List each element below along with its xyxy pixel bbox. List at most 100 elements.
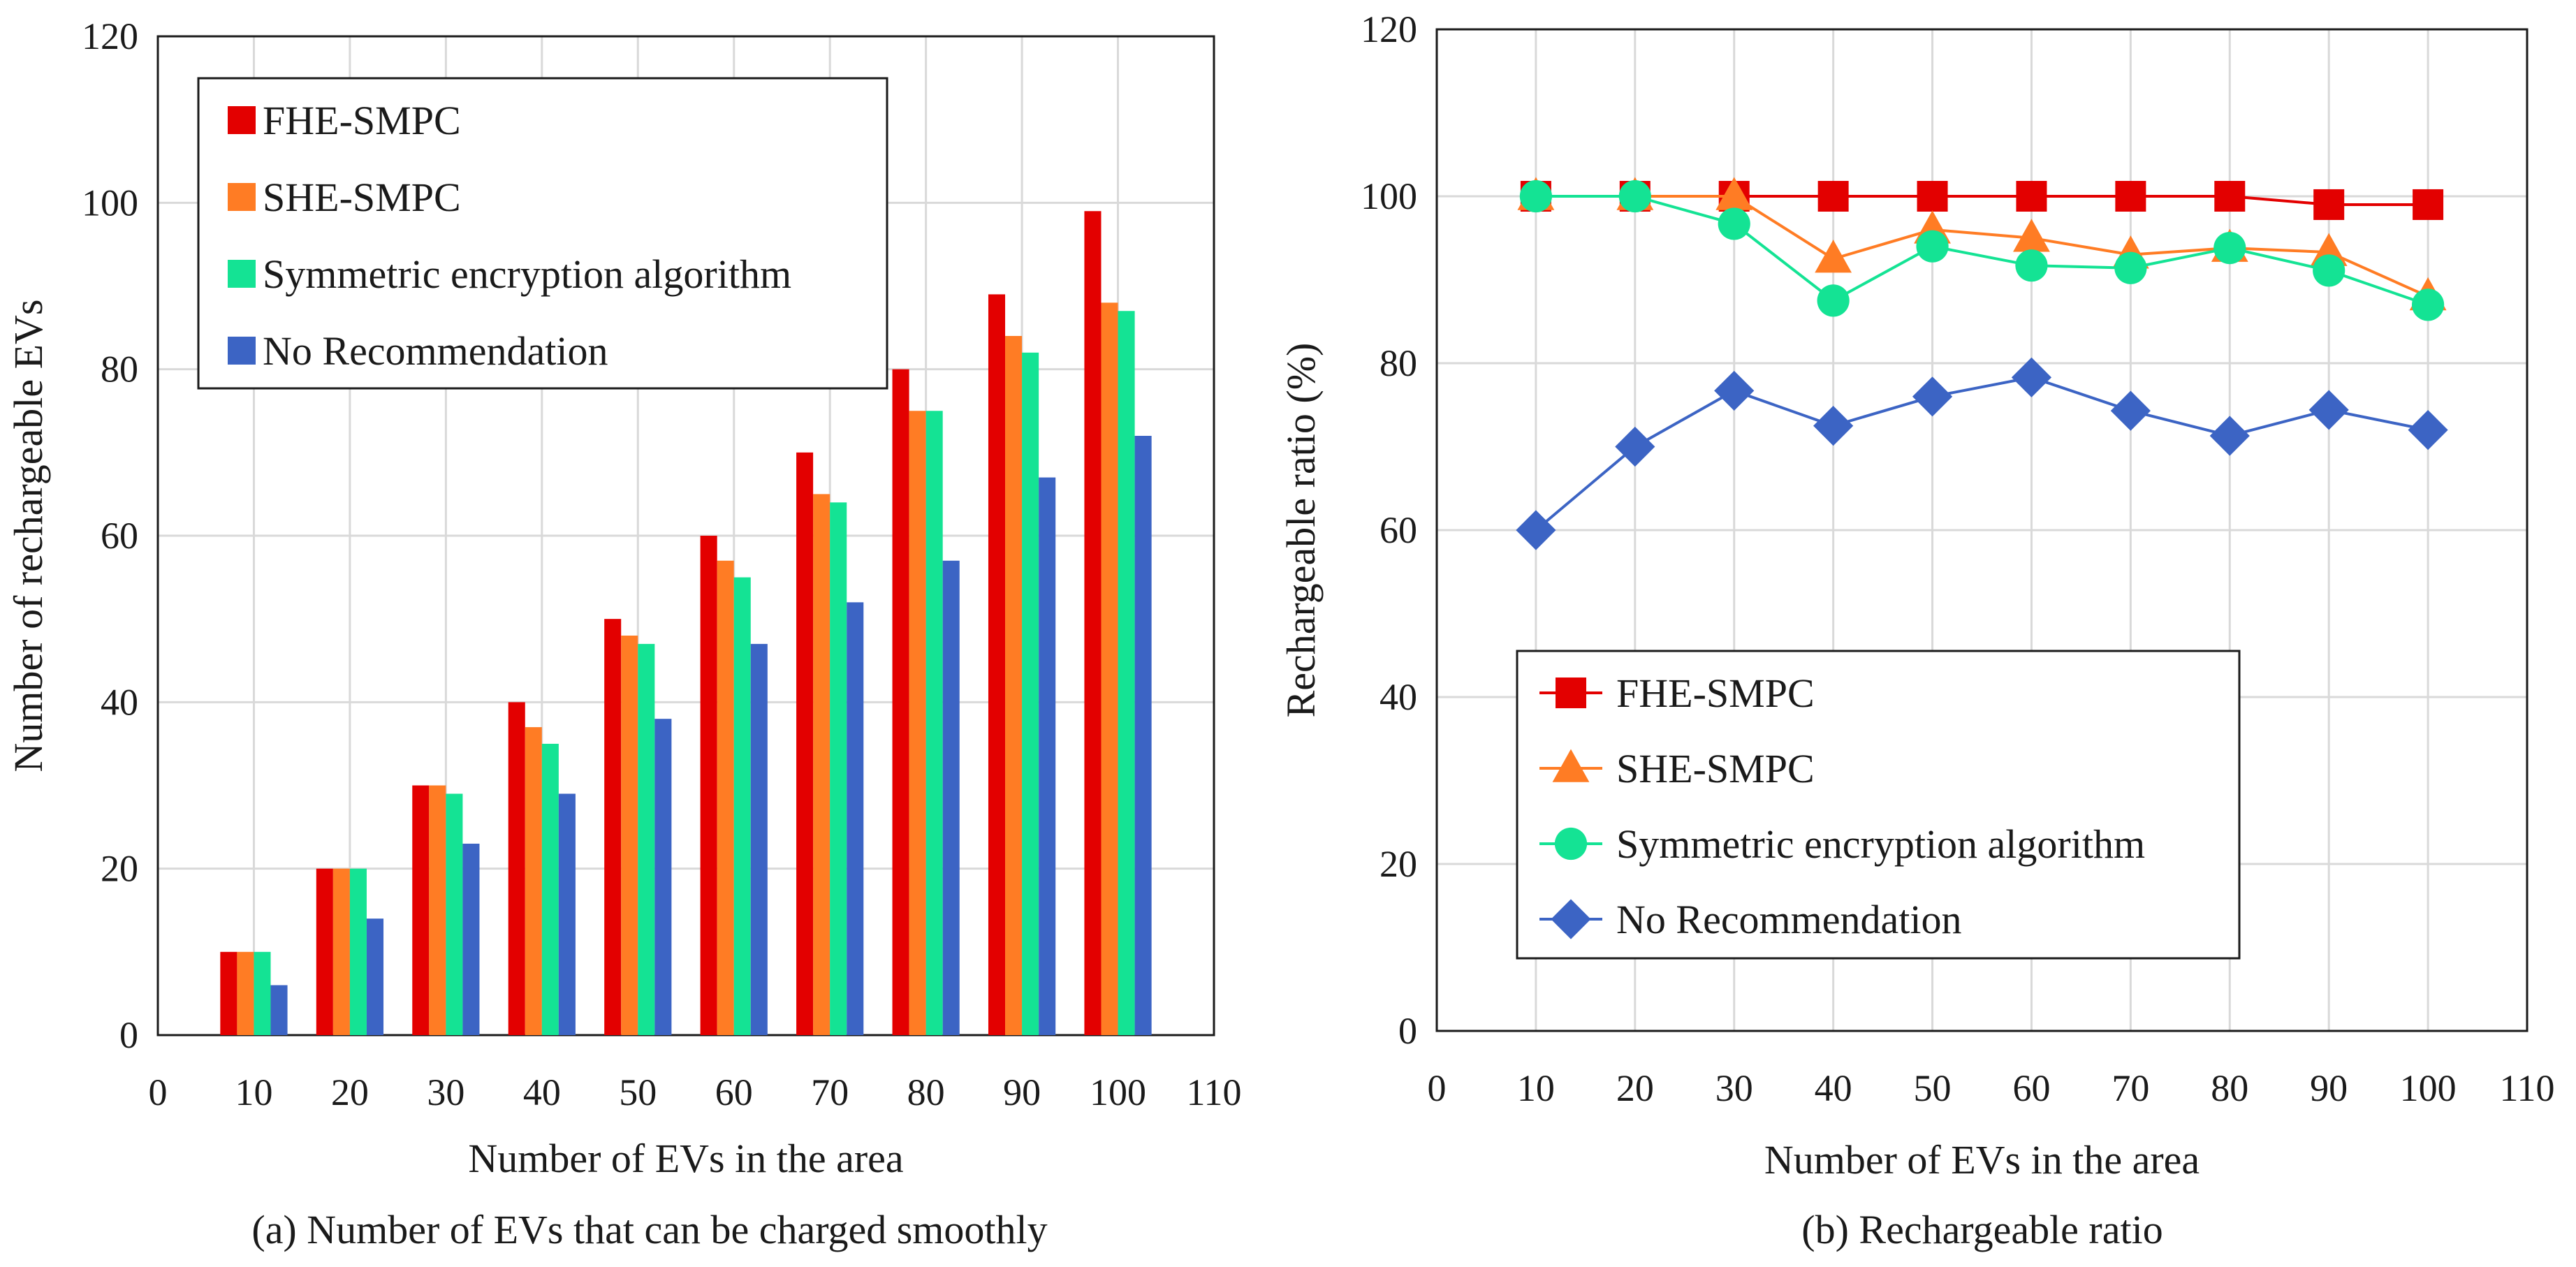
bar bbox=[541, 743, 559, 1035]
data-point-marker bbox=[1817, 284, 1850, 317]
data-point-marker bbox=[2115, 181, 2146, 212]
data-point-marker bbox=[2209, 416, 2250, 456]
series-line bbox=[1535, 195, 2429, 298]
bar bbox=[909, 411, 926, 1035]
data-point-marker bbox=[2114, 251, 2147, 284]
bar bbox=[1101, 302, 1118, 1035]
series-line bbox=[1535, 376, 2429, 532]
data-point-marker bbox=[1554, 827, 1588, 860]
x-tick-label: 0 bbox=[1428, 1067, 1447, 1109]
bar bbox=[254, 951, 271, 1035]
legend-box bbox=[1516, 650, 2241, 960]
legend-item: Symmetric encryption algorithm bbox=[228, 251, 791, 297]
bar bbox=[1134, 436, 1152, 1035]
x-tick-label: 20 bbox=[1616, 1067, 1654, 1109]
x-tick-label: 10 bbox=[1517, 1067, 1555, 1109]
data-point-marker bbox=[1813, 406, 1854, 446]
x-tick-label: 70 bbox=[2112, 1067, 2149, 1109]
bar bbox=[700, 536, 717, 1035]
bar bbox=[942, 560, 960, 1035]
x-tick-label: 40 bbox=[523, 1071, 561, 1113]
legend-swatch bbox=[228, 183, 256, 211]
bar bbox=[429, 785, 446, 1035]
y-tick-label: 80 bbox=[101, 349, 138, 390]
x-tick-label: 60 bbox=[715, 1071, 753, 1113]
bar bbox=[717, 560, 734, 1035]
data-point-marker bbox=[1916, 230, 1949, 263]
panel-b-line-chart: 0 20 40 60 80 100 120 0 10 20 30 40 50 60 70 80 90 100 110… bbox=[1278, 8, 2555, 1252]
bar bbox=[1084, 211, 1102, 1035]
data-point-marker bbox=[1917, 181, 1948, 212]
data-point-marker bbox=[1519, 180, 1553, 213]
plot-frame bbox=[156, 35, 1215, 1037]
bar bbox=[508, 702, 525, 1035]
data-point-marker bbox=[1815, 240, 1852, 273]
y-tick-label: 120 bbox=[82, 15, 138, 57]
y-tick-label: 0 bbox=[119, 1014, 138, 1056]
legend-item: SHE-SMPC bbox=[228, 175, 461, 220]
bar bbox=[237, 951, 254, 1035]
data-point-marker bbox=[1551, 899, 1591, 939]
data-point-marker bbox=[1714, 370, 1755, 411]
bar bbox=[1005, 336, 1023, 1035]
bar-series bbox=[254, 311, 1135, 1035]
data-point-marker bbox=[1912, 376, 1953, 417]
data-point-marker bbox=[2213, 231, 2246, 265]
legend-label: FHE-SMPC bbox=[263, 98, 461, 143]
bars bbox=[220, 211, 1152, 1036]
lines bbox=[1516, 177, 2448, 550]
legend-item: No Recommendation bbox=[1539, 897, 1962, 942]
bar bbox=[462, 843, 480, 1035]
data-point-marker bbox=[1618, 180, 1651, 213]
x-tick-label: 10 bbox=[235, 1071, 272, 1113]
bar bbox=[621, 636, 638, 1035]
legend-label: SHE-SMPC bbox=[1616, 746, 1815, 791]
data-point-marker bbox=[2313, 189, 2345, 220]
bar bbox=[638, 643, 655, 1035]
bar bbox=[847, 602, 864, 1035]
bar bbox=[892, 369, 909, 1035]
data-point-marker bbox=[1615, 426, 1655, 467]
panel-caption: (a) Number of EVs that can be charged sm… bbox=[251, 1207, 1047, 1252]
x-tick-label: 30 bbox=[427, 1071, 464, 1113]
x-tick-label: 80 bbox=[907, 1071, 945, 1113]
legend-item: FHE-SMPC bbox=[1539, 671, 1815, 716]
data-point-marker bbox=[2411, 288, 2445, 321]
data-point-marker bbox=[2308, 390, 2349, 430]
bar bbox=[604, 619, 622, 1035]
x-tick-label: 30 bbox=[1715, 1067, 1753, 1109]
bar bbox=[654, 719, 672, 1035]
series-line bbox=[1535, 195, 2429, 307]
legend-box bbox=[197, 77, 888, 390]
legend-swatch bbox=[228, 260, 256, 288]
x-tick-label: 0 bbox=[149, 1071, 168, 1113]
y-tick-label: 120 bbox=[1361, 8, 1417, 50]
bar bbox=[316, 868, 333, 1035]
y-tick-label: 60 bbox=[101, 515, 138, 557]
bar-series bbox=[270, 436, 1152, 1035]
bar-series bbox=[220, 211, 1102, 1036]
data-point-marker bbox=[1556, 678, 1586, 708]
x-tick-label: 110 bbox=[1187, 1071, 1242, 1113]
data-point-marker bbox=[2110, 390, 2151, 431]
y-tick-label: 0 bbox=[1398, 1010, 1417, 1052]
y-tick-label: 20 bbox=[1380, 843, 1417, 885]
data-point-marker bbox=[1715, 177, 1753, 210]
x-tick-label: 40 bbox=[1815, 1067, 1852, 1109]
bar bbox=[558, 793, 576, 1035]
bar bbox=[220, 951, 237, 1035]
x-tick-label: 50 bbox=[1914, 1067, 1952, 1109]
legend-item: No Recommendation bbox=[228, 328, 608, 374]
legend-label: FHE-SMPC bbox=[1616, 671, 1815, 716]
data-point-marker bbox=[2413, 189, 2444, 220]
bar bbox=[349, 868, 367, 1035]
legend-item: SHE-SMPC bbox=[1539, 746, 1815, 791]
y-tick-label: 80 bbox=[1380, 342, 1417, 384]
data-point-marker bbox=[2011, 357, 2052, 397]
bar bbox=[366, 918, 384, 1035]
bar bbox=[446, 793, 463, 1035]
x-tick-label: 90 bbox=[2310, 1067, 2348, 1109]
line-series bbox=[1516, 357, 2448, 550]
data-point-marker bbox=[1817, 181, 1849, 212]
x-tick-label: 60 bbox=[2012, 1067, 2050, 1109]
